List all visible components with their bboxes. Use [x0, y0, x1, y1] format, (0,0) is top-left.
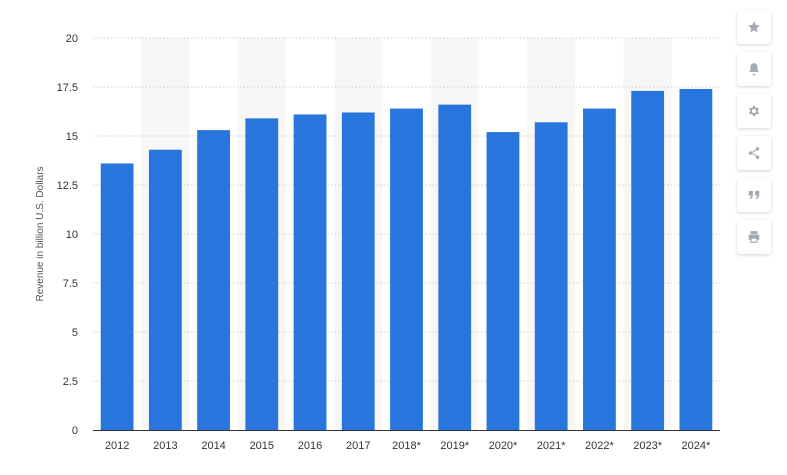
y-tick-label: 5 [72, 327, 78, 339]
quote-icon [748, 190, 760, 200]
bar[interactable] [341, 112, 375, 430]
bar[interactable] [197, 130, 230, 430]
share-button[interactable] [737, 136, 771, 170]
x-tick-label: 2024* [682, 440, 711, 452]
x-tick-label: 2023* [633, 440, 662, 452]
x-tick-label: 2019* [440, 440, 469, 452]
bell-icon [749, 63, 759, 76]
star-icon [748, 21, 760, 33]
y-tick-label: 7.5 [63, 278, 78, 290]
y-tick-label: 12.5 [57, 180, 78, 192]
bar[interactable] [583, 108, 616, 430]
notification-button[interactable] [737, 52, 771, 86]
y-tick-label: 20 [66, 33, 78, 45]
bars [100, 88, 713, 431]
y-tick-label: 0 [72, 425, 78, 437]
y-tick-label: 17.5 [57, 82, 78, 94]
cite-button[interactable] [737, 178, 771, 212]
gear-icon [748, 105, 760, 117]
x-tick-label: 2012 [105, 440, 129, 452]
y-axis-ticks: 0 2.5 5 7.5 10 12.5 15 17.5 20 [57, 33, 78, 437]
bar[interactable] [486, 132, 520, 430]
chart-toolbar [737, 10, 771, 262]
bar[interactable] [679, 88, 713, 431]
y-tick-label: 15 [66, 131, 78, 143]
favorite-button[interactable] [737, 10, 771, 44]
print-icon [748, 231, 760, 243]
y-tick-label: 2.5 [63, 376, 78, 388]
bar[interactable] [390, 108, 423, 430]
bar[interactable] [100, 163, 134, 430]
y-axis-title: Revenue in billion U.S. Dollars [35, 166, 46, 301]
x-tick-label: 2016 [298, 440, 322, 452]
x-tick-label: 2018* [392, 440, 421, 452]
x-tick-label: 2015 [250, 440, 274, 452]
x-tick-label: 2022* [585, 440, 614, 452]
y-tick-label: 10 [66, 229, 78, 241]
bar[interactable] [245, 118, 279, 431]
x-tick-label: 2021* [537, 440, 566, 452]
share-icon [748, 147, 760, 159]
settings-button[interactable] [737, 94, 771, 128]
bar[interactable] [293, 114, 327, 430]
x-tick-label: 2013 [153, 440, 177, 452]
bar[interactable] [148, 149, 182, 430]
bar[interactable] [631, 90, 665, 431]
print-button[interactable] [737, 220, 771, 254]
x-tick-label: 2017 [346, 440, 370, 452]
bar[interactable] [534, 122, 568, 430]
bar[interactable] [438, 104, 472, 430]
x-tick-label: 2014 [201, 440, 225, 452]
x-axis-ticks: 2012 2013 2014 2015 2016 2017 2018* 2019* 2020* 2… [105, 440, 711, 452]
x-tick-label: 2020* [489, 440, 518, 452]
